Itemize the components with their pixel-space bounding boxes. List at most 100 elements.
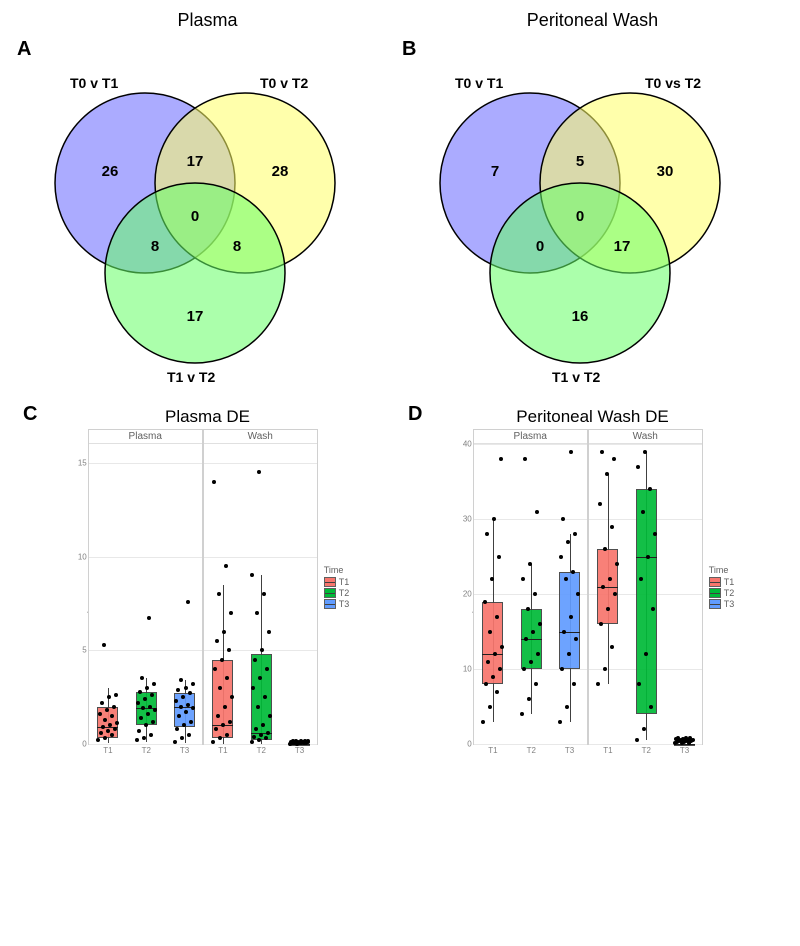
data-point [99,731,103,735]
data-point [639,577,643,581]
legend-item: T1 [324,577,350,587]
ytick-label: 0 [467,740,473,749]
legend-swatch [324,599,336,609]
data-point [176,688,180,692]
data-point [262,592,266,596]
data-point [299,739,303,743]
venn-label-a: T0 v T1 [70,75,118,91]
data-point [601,585,605,589]
xtick-label: T2 [527,744,536,755]
data-point [250,740,254,744]
data-point [257,738,261,742]
data-point [612,457,616,461]
gridline [204,557,317,558]
data-point [103,718,107,722]
data-point [520,712,524,716]
data-point [186,703,190,707]
ytick-label: 10 [463,665,474,674]
data-point [96,738,100,742]
data-point [113,727,117,731]
data-point [217,592,221,596]
data-point [221,723,225,727]
data-point [225,733,229,737]
data-point [500,645,504,649]
xtick-label: T1 [488,744,497,755]
data-point [98,712,102,716]
venn-n-c: 16 [565,308,595,325]
data-point [174,699,178,703]
data-point [528,562,532,566]
legend-title: Time [324,565,350,575]
data-point [106,729,110,733]
venn-n-b: 28 [265,163,295,180]
data-point [264,736,268,740]
plot-area: 010203040T1T2T3 [474,444,587,744]
data-point [495,615,499,619]
data-point [220,658,224,662]
data-point [648,487,652,491]
data-point [653,532,657,536]
data-point [214,727,218,731]
xtick-label: T2 [257,744,266,755]
data-point [137,729,141,733]
data-point [259,733,263,737]
data-point [150,693,154,697]
xtick-label: T2 [642,744,651,755]
data-point [191,706,195,710]
data-point [526,607,530,611]
data-point [498,667,502,671]
legend-item: T3 [324,599,350,609]
facet-plasma: Plasma051015T1T2T3 [88,429,203,745]
legend-title: Time [709,565,735,575]
data-point [569,615,573,619]
data-point [218,736,222,740]
gridline [89,557,202,558]
data-point [189,720,193,724]
data-point [521,577,525,581]
data-point [152,682,156,686]
plot-area: 051015T1T2T3 [89,444,202,744]
data-point [252,735,256,739]
data-point [606,607,610,611]
data-point [254,727,258,731]
facet-wash: WashT1T2T3 [203,429,318,745]
panel-c-letter: C [23,403,37,426]
data-point [533,592,537,596]
data-point [688,736,692,740]
data-point [177,714,181,718]
data-point [188,691,192,695]
facet-wash: WashT1T2T3 [588,429,703,745]
data-point [651,607,655,611]
data-point [646,555,650,559]
data-point [522,667,526,671]
xtick-label: T2 [142,744,151,755]
data-point [642,727,646,731]
data-point [261,723,265,727]
panel-d-title: Peritoneal Wash DE [400,407,785,427]
data-point [107,695,111,699]
data-point [567,652,571,656]
data-point [523,457,527,461]
data-point [265,667,269,671]
legend-item: T2 [709,588,735,598]
legend-item: T1 [709,577,735,587]
legend-item: T2 [324,588,350,598]
data-point [175,727,179,731]
data-point [536,652,540,656]
data-point [486,660,490,664]
data-point [267,630,271,634]
data-point [481,720,485,724]
data-point [558,720,562,724]
venn-b: T0 v T1T0 vs T2T1 v T27301650170 [400,33,785,393]
data-point [598,502,602,506]
gridline [89,463,202,464]
data-point [535,510,539,514]
data-point [565,705,569,709]
venn-n-abc: 0 [565,208,595,225]
legend-item: T3 [709,599,735,609]
xtick-label: T3 [295,744,304,755]
panel-a: Plasma A T0 v T1T0 v T2T1 v T22628171788… [15,10,400,393]
data-point [256,705,260,709]
panel-a-title: Plasma [15,10,400,31]
panel-c-title: Plasma DE [15,407,400,427]
